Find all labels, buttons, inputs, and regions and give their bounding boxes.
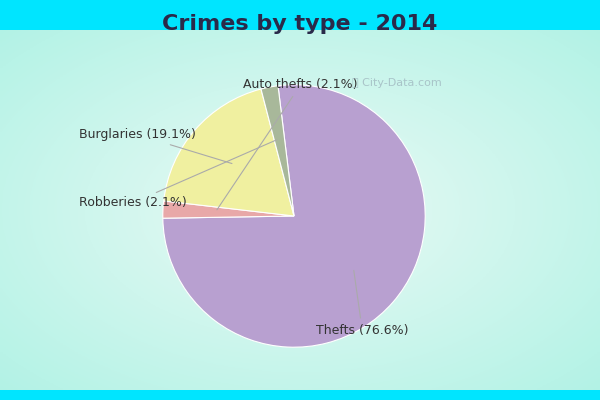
- Wedge shape: [163, 201, 294, 218]
- Text: Burglaries (19.1%): Burglaries (19.1%): [79, 128, 232, 164]
- Text: Crimes by type - 2014: Crimes by type - 2014: [163, 14, 437, 34]
- Text: Thefts (76.6%): Thefts (76.6%): [316, 270, 409, 336]
- Text: ⓘ City-Data.com: ⓘ City-Data.com: [352, 78, 442, 88]
- Wedge shape: [164, 89, 294, 216]
- Text: Auto thefts (2.1%): Auto thefts (2.1%): [217, 78, 358, 210]
- Wedge shape: [163, 85, 425, 347]
- Wedge shape: [261, 86, 294, 216]
- Text: Robberies (2.1%): Robberies (2.1%): [79, 140, 277, 209]
